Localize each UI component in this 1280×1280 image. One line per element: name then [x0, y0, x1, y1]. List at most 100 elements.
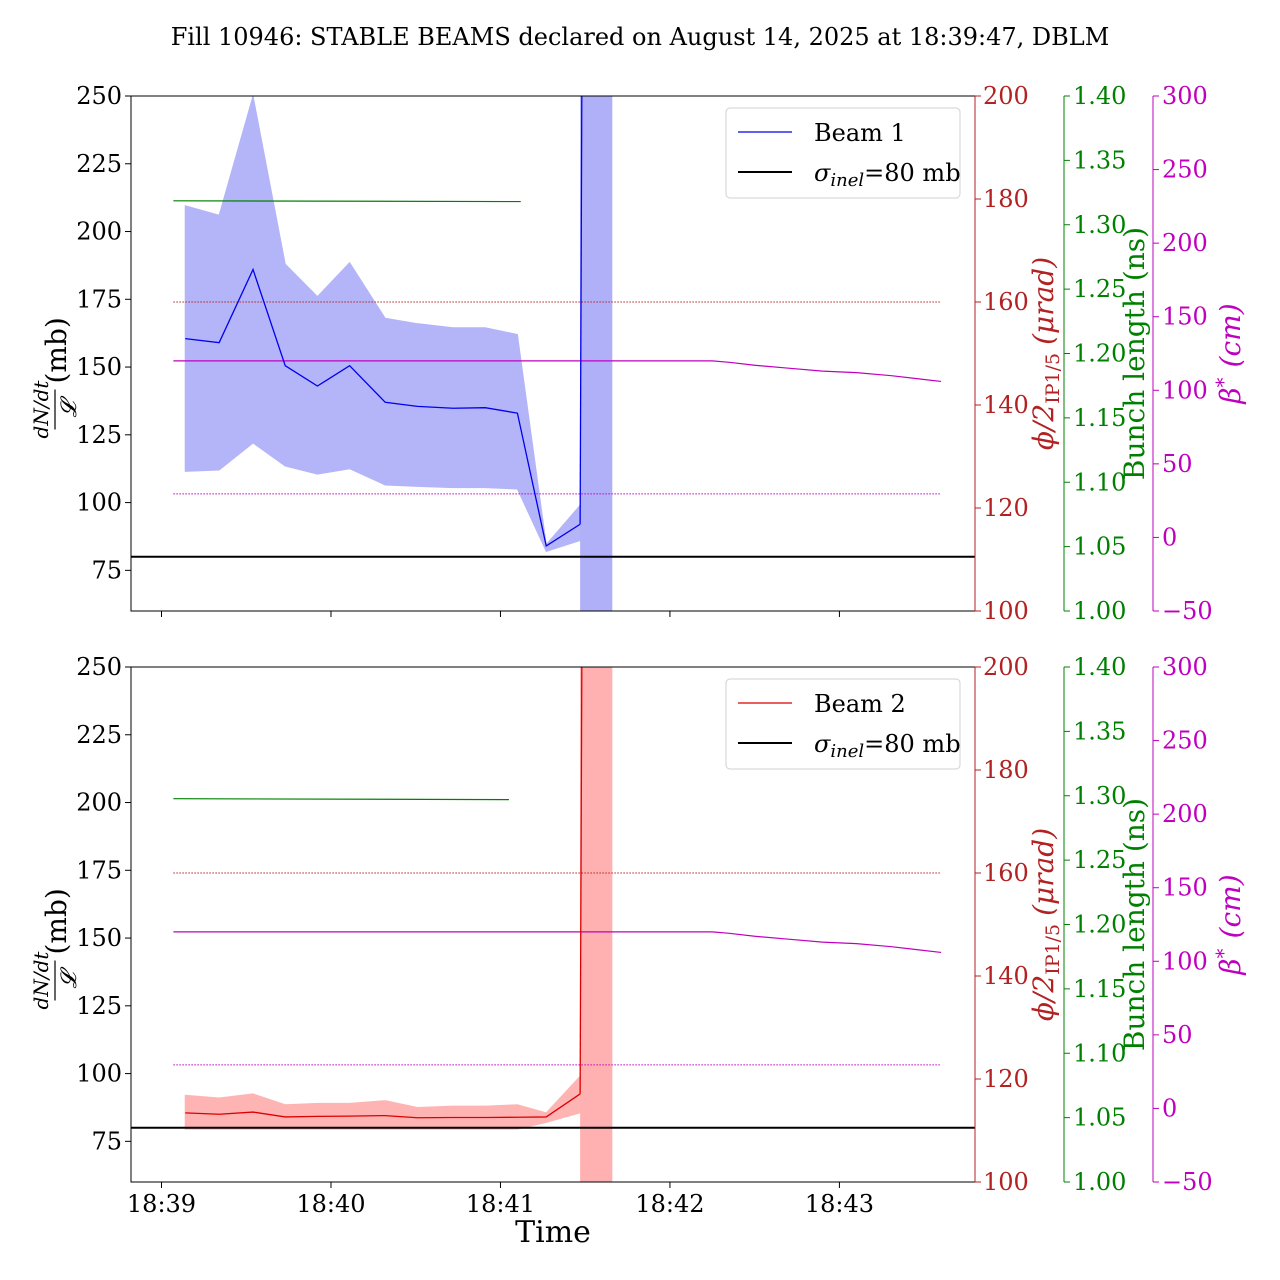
beta-axis-label-text: β* (cm) [1211, 874, 1247, 975]
left-tick-label: 200 [76, 218, 122, 246]
panel-1: 75 100 125 150 175 200 225 250 dN/dt 𝓛 (mb) 100 120 1… [29, 82, 1247, 625]
crossing-axis-label: ϕ/2IP1/5 (μrad) [1027, 257, 1064, 450]
x-tick-label: 18:43 [805, 1190, 874, 1218]
bunch-tick-label: 1.25 [1073, 275, 1126, 303]
beam-spike-line [579, 96, 583, 525]
crossing-tick-label: 140 [983, 962, 1029, 990]
bunch-length-line [173, 200, 521, 203]
beta-tick-label: −50 [1162, 1168, 1213, 1196]
crossing-axis-label-main: ϕ/2 [1027, 404, 1060, 450]
legend-sigma-symbol: σ [814, 730, 831, 758]
crossing-axis-label-main: ϕ/2 [1027, 975, 1060, 1021]
left-tick-label: 200 [76, 789, 122, 817]
left-axis-label-denominator: 𝓛 [57, 396, 82, 418]
beta-tick-label: 300 [1162, 653, 1208, 681]
beta-tick-label: 300 [1162, 82, 1208, 110]
left-axis-label-numerator: dN/dt [29, 951, 53, 1010]
beam-spike-line [579, 667, 583, 1094]
chart-title: Fill 10946: STABLE BEAMS declared on Aug… [171, 23, 1110, 51]
crossing-tick-label: 100 [983, 1168, 1029, 1196]
left-axis-label-numerator: dN/dt [29, 380, 53, 439]
beta-tick-label: 150 [1162, 874, 1208, 902]
bunch-axis-label: Bunch length (ns) [1118, 227, 1151, 480]
beta-axis-label-sup: * [1211, 948, 1235, 958]
left-tick-label: 175 [76, 856, 122, 884]
crossing-axis-label-sub: IP1/5 [1042, 924, 1064, 975]
legend-sigma-value: =80 mb [864, 730, 960, 758]
legend-sigma-sub: inel [830, 170, 864, 191]
left-tick-label: 225 [76, 721, 122, 749]
beta-axis-label: β* (cm) [1211, 874, 1247, 975]
left-tick-label: 175 [76, 285, 122, 313]
left-axis-label-unit: (mb) [40, 888, 73, 954]
beta-axis-label-unit: (cm) [1214, 303, 1247, 367]
left-tick-label: 125 [76, 421, 122, 449]
saturated-band [580, 96, 613, 611]
bunch-tick-label: 1.35 [1073, 717, 1126, 745]
left-tick-label: 225 [76, 150, 122, 178]
left-axis-label: dN/dt 𝓛 (mb) [29, 888, 82, 1009]
x-tick-label: 18:39 [127, 1190, 196, 1218]
beta-tick-label: 150 [1162, 303, 1208, 331]
bunch-tick-label: 1.35 [1073, 146, 1126, 174]
bunch-tick-label: 1.05 [1073, 1104, 1126, 1132]
beta-axis-label-main: β [1214, 387, 1247, 404]
legend-sigma-label: σinel=80 mb [814, 730, 961, 762]
crossing-tick-label: 200 [983, 653, 1029, 681]
bunch-tick-label: 1.05 [1073, 533, 1126, 561]
bunch-tick-label: 1.30 [1073, 211, 1126, 239]
crossing-axis-label-unit: (μrad) [1027, 828, 1060, 916]
beta-tick-label: 200 [1162, 800, 1208, 828]
x-tick-label: 18:40 [296, 1190, 365, 1218]
legend-sigma-value: =80 mb [864, 159, 960, 187]
saturated-band [580, 667, 613, 1182]
legend: Beam 2 σinel=80 mb [725, 678, 961, 770]
beta-tick-label: 50 [1162, 1021, 1193, 1049]
left-axis-label-denominator: 𝓛 [57, 967, 82, 989]
left-tick-label: 75 [91, 556, 122, 584]
beam-mean-line [185, 267, 581, 547]
bunch-axis-label: Bunch length (ns) [1118, 798, 1151, 1051]
panel-2: 75 100 125 150 175 200 225 250 dN/dt 𝓛 (mb) 100 120 1… [29, 653, 1247, 1218]
left-tick-label: 250 [76, 653, 122, 681]
bunch-tick-label: 1.15 [1073, 975, 1126, 1003]
beta-star-line [173, 931, 942, 954]
bunch-tick-label: 1.40 [1073, 82, 1126, 110]
crossing-axis-label: ϕ/2IP1/5 (μrad) [1027, 828, 1064, 1021]
beta-axis-label: β* (cm) [1211, 303, 1247, 404]
left-tick-label: 100 [76, 489, 122, 517]
legend-sigma-label: σinel=80 mb [814, 159, 961, 191]
bunch-tick-label: 1.00 [1073, 597, 1126, 625]
beta-tick-label: 200 [1162, 229, 1208, 257]
crossing-tick-label: 160 [983, 288, 1029, 316]
bunch-axis-label-text: Bunch length (ns) [1118, 798, 1151, 1051]
left-tick-label: 150 [76, 353, 122, 381]
plot-area [131, 96, 975, 611]
legend-box [725, 107, 961, 199]
crossing-axis-label-sub: IP1/5 [1042, 353, 1064, 404]
crossing-tick-label: 120 [983, 494, 1029, 522]
plot-area [131, 667, 975, 1182]
crossing-axis-label-text: ϕ/2IP1/5 (μrad) [1027, 828, 1064, 1021]
crossing-axis-label-unit: (μrad) [1027, 257, 1060, 345]
beta-axis-label-sup: * [1211, 377, 1235, 387]
crossing-axis-label-text: ϕ/2IP1/5 (μrad) [1027, 257, 1064, 450]
left-tick-label: 250 [76, 82, 122, 110]
crossing-tick-label: 140 [983, 391, 1029, 419]
crossing-tick-label: 160 [983, 859, 1029, 887]
legend-sigma-sub: inel [830, 741, 864, 762]
left-axis-label: dN/dt 𝓛 (mb) [29, 317, 82, 438]
legend-sigma-symbol: σ [814, 159, 831, 187]
uncertainty-band [184, 1075, 581, 1130]
bunch-tick-label: 1.00 [1073, 1168, 1126, 1196]
bunch-tick-label: 1.25 [1073, 846, 1126, 874]
beta-axis-label-main: β [1214, 958, 1247, 975]
left-axis-label-unit: (mb) [40, 317, 73, 383]
beta-tick-label: −50 [1162, 597, 1213, 625]
bunch-tick-label: 1.40 [1073, 653, 1126, 681]
left-tick-label: 75 [91, 1127, 122, 1155]
bunch-tick-label: 1.30 [1073, 782, 1126, 810]
legend-beam-label: Beam 1 [814, 119, 906, 147]
beta-tick-label: 100 [1162, 947, 1208, 975]
